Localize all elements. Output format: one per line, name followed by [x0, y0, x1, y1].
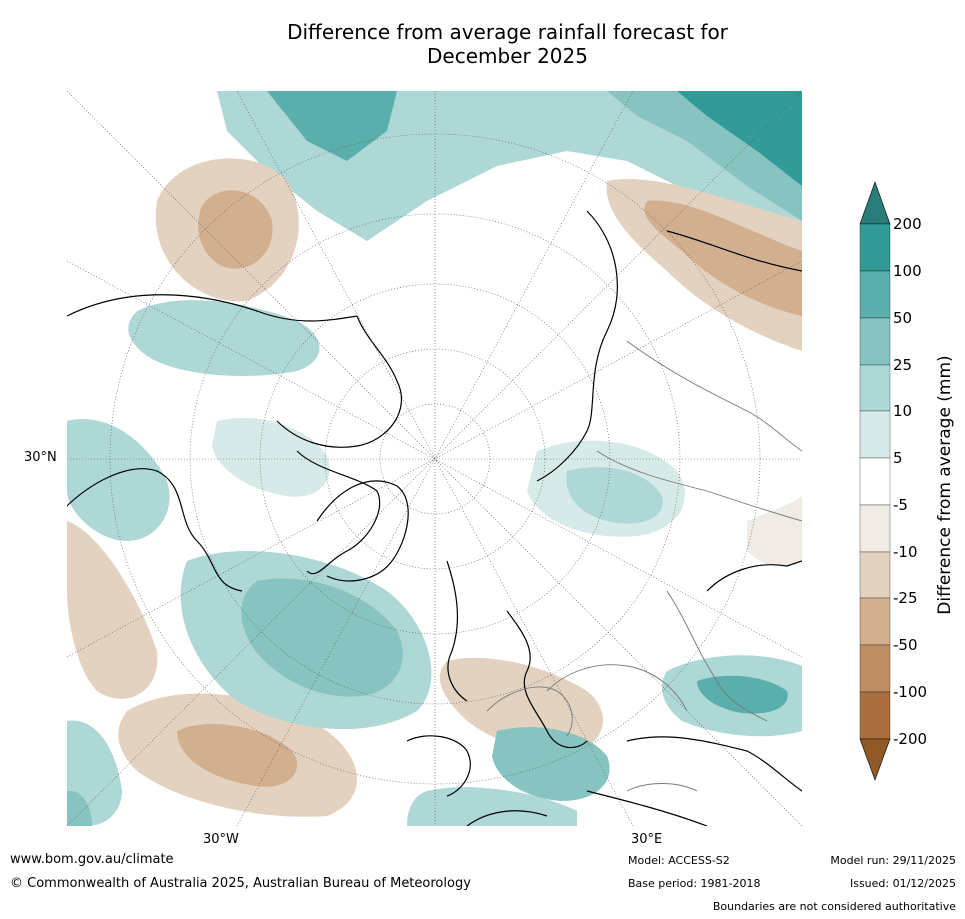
colorbar-band-minus5-minus10	[859, 504, 891, 553]
title-line-2: December 2025	[427, 44, 588, 68]
dry-region-west-pacific-core	[198, 190, 273, 269]
coastlines	[67, 210, 802, 826]
dry-region-west-atlantic	[67, 521, 158, 699]
wet-region-west-atlantic	[67, 419, 170, 541]
colorbar-tick: 100	[893, 262, 922, 280]
colorbar-tick: -25	[893, 589, 918, 607]
colorbar-tick: -10	[893, 543, 918, 561]
wet-region-southwest-corner-core	[67, 790, 92, 826]
colorbar-tick: 50	[893, 309, 913, 327]
latitude-label-30n: 30°N	[24, 450, 57, 465]
wet-region-siberia-strong	[677, 91, 802, 186]
colorbar-tick: -100	[893, 683, 928, 701]
colorbar-band-minus25-minus50	[859, 597, 891, 646]
colorbar-tick: 5	[893, 449, 903, 467]
wet-region-north-pacific	[128, 300, 320, 376]
wet-region-greenland-north	[267, 91, 397, 161]
colorbar-band-minus10-minus25	[859, 551, 891, 599]
wet-region-north-atlantic-core	[241, 578, 403, 697]
colorbar-band-minus100-minus200	[859, 691, 891, 740]
model-run-date: Model run: 29/11/2025	[830, 854, 956, 867]
colorbar-tick: -50	[893, 636, 918, 654]
colorbar-tick: -5	[893, 496, 908, 514]
map-title: Difference from average rainfall forecas…	[60, 20, 955, 68]
colorbar-band-5-10	[859, 410, 891, 459]
dry-region-central-europe	[439, 657, 604, 752]
colorbar-band-neutral	[859, 457, 891, 506]
dry-region-sw-atlantic-core	[177, 723, 298, 787]
colorbar-label: Difference from average (mm)	[935, 355, 955, 615]
colorbar-tick: 25	[893, 356, 913, 374]
dry-region-middle-east	[747, 496, 802, 567]
wet-region-asia-central-core	[566, 467, 663, 524]
title-line-1: Difference from average rainfall forecas…	[287, 20, 728, 44]
model-name: Model: ACCESS-S2	[628, 854, 730, 867]
issued-date: Issued: 01/12/2025	[849, 877, 956, 890]
colorbar-tick: 200	[893, 215, 922, 233]
colorbar-extend-wet	[859, 181, 891, 225]
national-boundaries	[486, 340, 802, 792]
colorbar-tick: -200	[893, 730, 928, 748]
colorbar-extend-dry	[859, 738, 891, 781]
website-link[interactable]: www.bom.gov.au/climate	[10, 852, 174, 867]
boundaries-disclaimer: Boundaries are not considered authoritat…	[712, 900, 956, 913]
longitude-label-30e: 30°E	[631, 832, 663, 847]
rainfall-anomaly-map	[67, 91, 802, 826]
colorbar-band-minus50-minus100	[859, 644, 891, 693]
colorbar-band-25-50	[859, 317, 891, 366]
colorbar-band-10-25	[859, 364, 891, 412]
colorbar-tick: 10	[893, 402, 913, 420]
base-period: Base period: 1981-2018	[628, 877, 761, 890]
colorbar-band-100-200	[859, 223, 891, 272]
dry-region-east-asia-core	[644, 200, 802, 316]
longitude-label-30w: 30°W	[203, 832, 239, 847]
colorbar-band-50-100	[859, 270, 891, 319]
meridians	[67, 91, 802, 826]
colorbar	[859, 181, 891, 781]
wet-region-north-africa	[407, 787, 577, 826]
copyright-text: © Commonwealth of Australia 2025, Austra…	[10, 876, 471, 891]
